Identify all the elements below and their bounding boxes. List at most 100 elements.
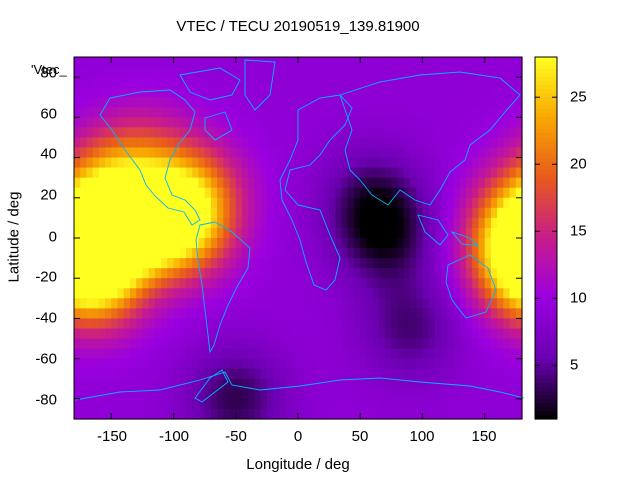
heatmap-cell (329, 217, 336, 229)
heatmap-cell (248, 408, 256, 420)
heatmap-cell (198, 147, 206, 159)
heatmap-cell (242, 248, 249, 259)
heatmap-cell (254, 217, 262, 229)
heatmap-cell (316, 207, 324, 219)
heatmap-cell (391, 408, 399, 420)
heatmap-cell (266, 227, 274, 239)
heatmap-cell (428, 358, 436, 370)
heatmap-cell (254, 268, 262, 279)
heatmap-cell (186, 378, 193, 390)
heatmap-cell (484, 87, 492, 98)
heatmap-cell (98, 67, 106, 78)
colorbar-segment (535, 354, 557, 360)
heatmap-cell (385, 408, 392, 420)
heatmap-cell (316, 348, 324, 360)
heatmap-cell (391, 57, 399, 68)
heatmap-cell (242, 358, 249, 370)
heatmap-cell (229, 127, 237, 139)
heatmap-cell (490, 57, 498, 68)
heatmap-cell (80, 258, 88, 269)
heatmap-cell (366, 338, 374, 350)
heatmap-cell (86, 97, 94, 108)
heatmap-cell (322, 227, 330, 239)
heatmap-cell (173, 57, 181, 68)
heatmap-cell (279, 388, 287, 400)
heatmap-cell (242, 227, 249, 239)
heatmap-cell (372, 298, 380, 309)
heatmap-cell (472, 117, 480, 128)
heatmap-cell (422, 308, 430, 320)
heatmap-cell (223, 278, 231, 289)
heatmap-cell (173, 207, 181, 219)
heatmap-cell (354, 278, 361, 289)
heatmap-cell (341, 227, 349, 239)
heatmap-cell (378, 167, 386, 179)
heatmap-cell (310, 398, 318, 410)
heatmap-cell (385, 77, 392, 88)
heatmap-cell (385, 248, 392, 259)
heatmap-cell (136, 318, 144, 330)
heatmap-cell (372, 227, 380, 239)
heatmap-cell (447, 97, 455, 108)
heatmap-cell (322, 398, 330, 410)
heatmap-cell (322, 328, 330, 340)
heatmap-cell (422, 408, 430, 420)
heatmap-cell (235, 368, 243, 380)
heatmap-cell (347, 398, 355, 410)
heatmap-cell (428, 117, 436, 128)
heatmap-cell (273, 238, 280, 249)
heatmap-cell (98, 248, 106, 259)
heatmap-cell (428, 107, 436, 118)
heatmap-cell (235, 57, 243, 68)
heatmap-cell (372, 288, 380, 299)
heatmap-cell (98, 368, 106, 380)
heatmap-cell (397, 378, 405, 390)
heatmap-cell (497, 338, 504, 350)
heatmap-cell (105, 358, 112, 370)
heatmap-cell (322, 268, 330, 279)
heatmap-cell (466, 107, 473, 118)
heatmap-cell (490, 358, 498, 370)
heatmap-cell (391, 348, 399, 360)
heatmap-cell (279, 378, 287, 390)
heatmap-cell (341, 187, 349, 199)
heatmap-cell (235, 348, 243, 360)
colorbar-segment (535, 270, 557, 275)
heatmap-cell (403, 87, 411, 98)
heatmap-cell (217, 167, 224, 179)
heatmap-cell (410, 147, 417, 159)
heatmap-cell (372, 207, 380, 219)
heatmap-cell (304, 207, 312, 219)
heatmap-cell (391, 107, 399, 118)
heatmap-cell (154, 268, 162, 279)
heatmap-cell (360, 338, 368, 350)
heatmap-cell (161, 137, 168, 149)
heatmap-cell (111, 278, 119, 289)
heatmap-cell (74, 298, 81, 309)
heatmap-cell (92, 207, 100, 219)
heatmap-cell (173, 338, 181, 350)
heatmap-cell (385, 398, 392, 410)
heatmap-cell (310, 147, 318, 159)
heatmap-cell (229, 318, 237, 330)
heatmap-cell (341, 217, 349, 229)
heatmap-cell (459, 197, 467, 209)
heatmap-cell (310, 227, 318, 239)
colorbar-tick-label: 25 (570, 88, 587, 106)
heatmap-cell (229, 167, 237, 179)
heatmap-cell (217, 388, 224, 400)
heatmap-cell (298, 107, 305, 118)
colorbar-segment (535, 274, 557, 279)
heatmap-cell (422, 167, 430, 179)
heatmap-cell (136, 348, 144, 360)
heatmap-cell (74, 87, 81, 98)
heatmap-cell (161, 57, 168, 68)
heatmap-cell (453, 258, 461, 269)
heatmap-cell (490, 77, 498, 88)
heatmap-cell (198, 187, 206, 199)
heatmap-cell (335, 308, 343, 320)
heatmap-cell (316, 97, 324, 108)
heatmap-cell (154, 207, 162, 219)
heatmap-cell (161, 67, 168, 78)
heatmap-cell (229, 217, 237, 229)
